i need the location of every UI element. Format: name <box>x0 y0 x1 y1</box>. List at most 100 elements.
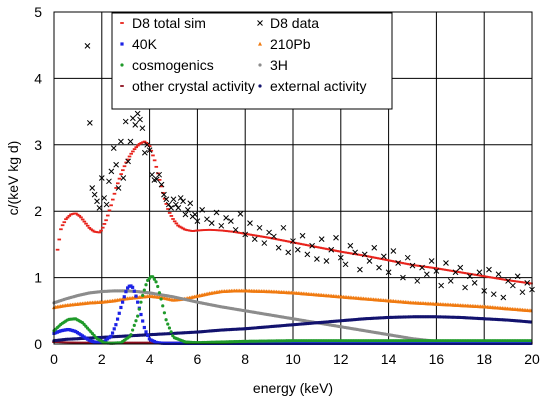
x-marker-stroke <box>192 211 198 218</box>
data-point <box>280 224 287 231</box>
data-point <box>471 280 478 286</box>
x-marker-stroke <box>390 248 397 254</box>
data-point <box>256 224 263 231</box>
curve-point <box>487 341 491 345</box>
data-point <box>376 264 382 271</box>
x-marker-stroke <box>500 294 507 301</box>
curve-point <box>142 325 146 330</box>
x-marker-stroke <box>175 205 182 211</box>
curve-point <box>445 341 449 345</box>
data-point <box>113 161 119 168</box>
curve-point <box>381 341 386 345</box>
curve-point <box>422 341 426 345</box>
curve-point <box>397 341 401 345</box>
x-marker-stroke <box>323 258 330 264</box>
x-tick-label: 20 <box>524 351 540 367</box>
curve-point <box>278 341 282 345</box>
curve-point <box>371 341 376 345</box>
legend-marker <box>258 63 262 67</box>
curve-point <box>77 332 81 336</box>
data-point <box>237 211 244 217</box>
curve-point <box>169 215 174 217</box>
curve-point <box>522 341 526 345</box>
data-point <box>323 258 330 264</box>
curve-point <box>380 341 384 345</box>
curve-point <box>463 341 468 345</box>
data-point <box>333 234 339 241</box>
curve-point <box>325 341 329 345</box>
data-point <box>175 205 182 211</box>
y-tick-label: 2 <box>34 203 42 219</box>
legend-marker <box>258 41 262 46</box>
x-marker-stroke <box>115 185 122 191</box>
data-point <box>423 271 430 278</box>
x-marker-stroke <box>204 216 210 223</box>
curve-point <box>390 341 394 345</box>
x-marker-stroke <box>347 242 354 249</box>
data-point <box>438 282 445 289</box>
x-marker-stroke <box>471 280 478 286</box>
curve-point <box>420 341 424 345</box>
curve-point <box>268 341 272 345</box>
curve-point <box>321 341 325 345</box>
curve-point <box>69 328 73 332</box>
series-210pb <box>52 288 533 313</box>
curve-point <box>453 341 458 345</box>
x-tick-label: 12 <box>333 351 349 367</box>
curve-point <box>146 333 150 337</box>
curve-point <box>320 341 324 345</box>
curve-point <box>291 341 295 345</box>
y-tick-label: 3 <box>34 137 42 153</box>
data-point <box>232 226 239 233</box>
curve-point <box>171 341 175 345</box>
legend-label: external activity <box>270 78 366 94</box>
curve-point <box>59 228 63 231</box>
curve-point <box>515 341 520 345</box>
curve-point <box>402 341 406 345</box>
curve-point <box>468 341 473 345</box>
curve-point <box>473 341 478 345</box>
curve-point <box>119 305 123 310</box>
curve-point <box>284 341 289 345</box>
x-marker-stroke <box>261 240 268 246</box>
curve-point <box>311 341 315 345</box>
legend-marker <box>120 63 124 67</box>
curve-point <box>373 341 377 345</box>
x-marker-stroke <box>194 218 201 225</box>
curve-point <box>447 341 451 345</box>
x-marker-stroke <box>158 181 165 188</box>
curve-point <box>176 224 180 227</box>
x-marker-stroke <box>490 291 497 298</box>
curve-point <box>166 322 170 326</box>
curve-point <box>443 341 448 345</box>
curve-point <box>164 341 168 345</box>
curve-point <box>361 341 366 345</box>
curve-point <box>400 341 404 345</box>
curve-point <box>132 323 136 328</box>
curve-point <box>57 238 62 241</box>
curve-point <box>172 341 177 345</box>
x-marker-stroke <box>452 269 459 276</box>
curve-point <box>139 312 143 317</box>
x-marker-stroke <box>366 258 373 264</box>
curve-point <box>448 341 453 345</box>
curve-point <box>149 149 154 152</box>
curve-point <box>167 212 172 214</box>
data-point <box>510 282 516 289</box>
x-marker-stroke <box>467 273 473 280</box>
curve-point <box>490 341 494 345</box>
curve-point <box>358 341 362 345</box>
curve-point <box>89 228 93 231</box>
curve-point <box>84 336 88 340</box>
data-point <box>419 264 425 271</box>
data-point <box>187 200 194 207</box>
data-point <box>524 280 531 286</box>
curve-point <box>323 341 327 345</box>
curve-point <box>258 341 262 345</box>
x-marker-stroke <box>371 244 378 251</box>
curve-point <box>157 341 161 345</box>
x-marker-stroke <box>519 289 526 296</box>
curve-point <box>276 341 280 345</box>
x-tick-label: 18 <box>476 351 492 367</box>
data-point <box>94 198 100 205</box>
